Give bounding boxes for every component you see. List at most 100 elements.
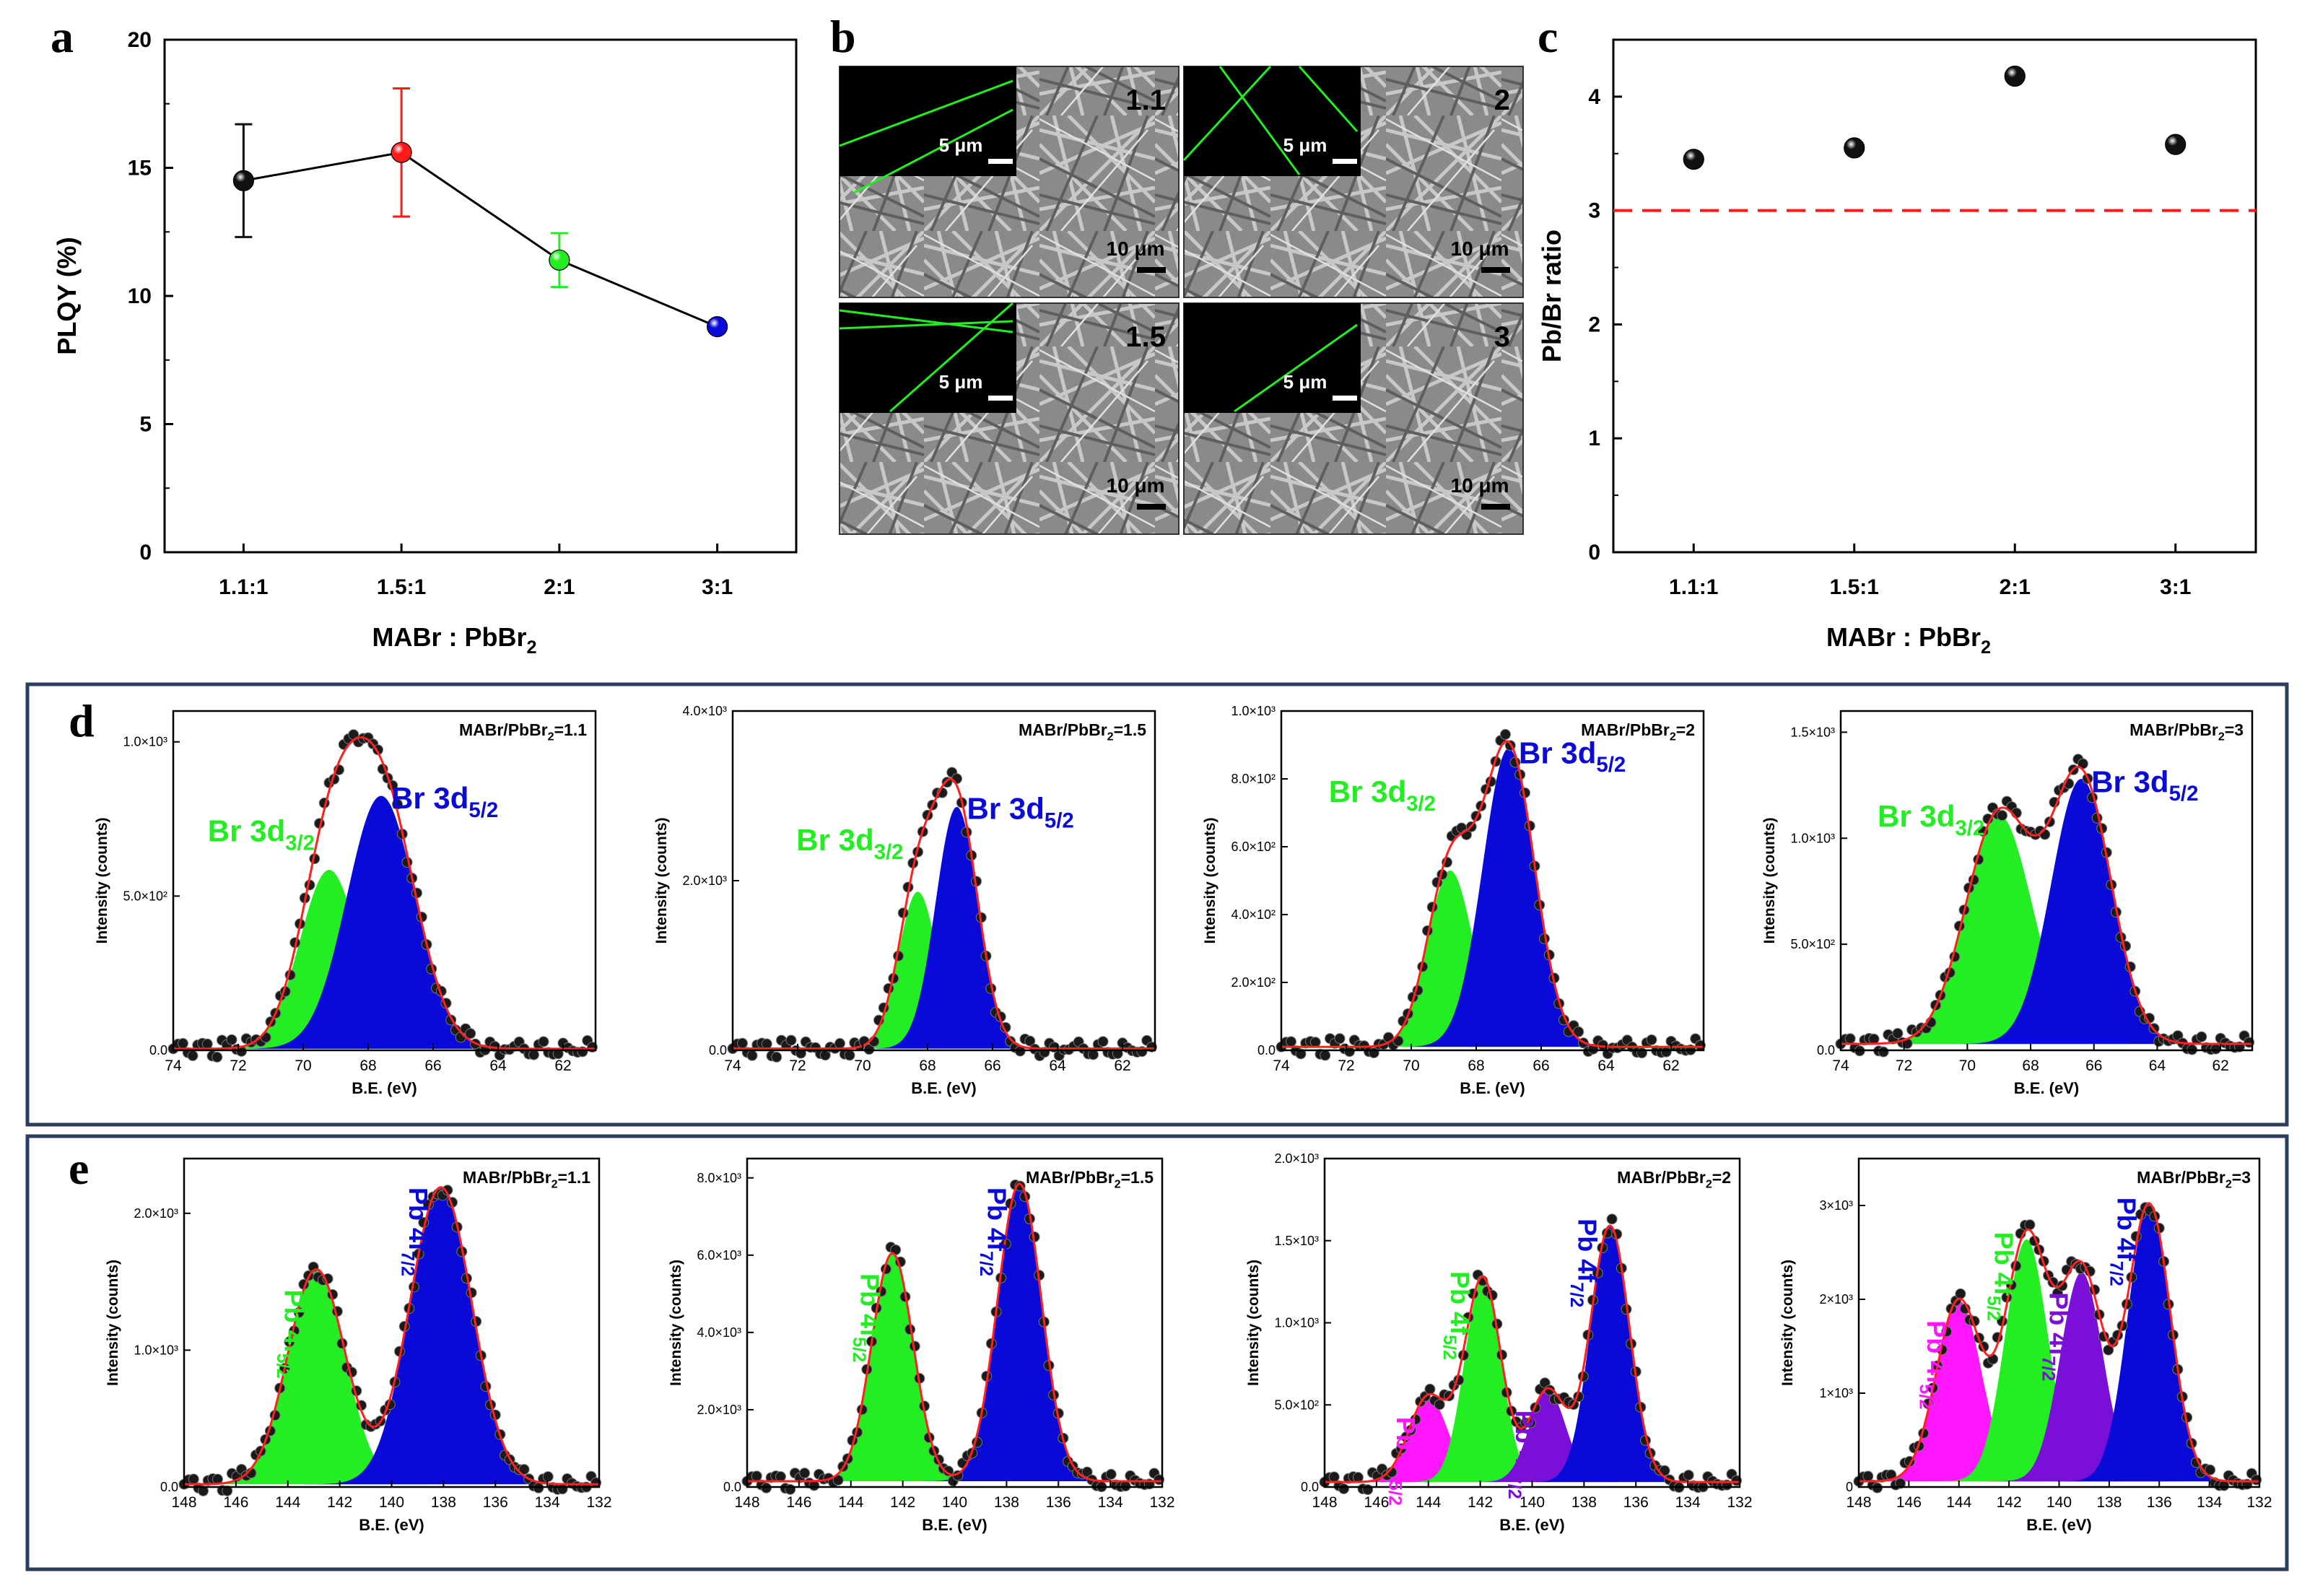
data-point — [737, 1037, 748, 1049]
panel-letter-b: b — [830, 11, 856, 62]
sem-label: 3 — [1494, 321, 1510, 353]
x-tick-label: 148 — [1312, 1494, 1337, 1511]
data-point — [834, 1038, 845, 1050]
data-point — [863, 1044, 875, 1055]
data-point — [1500, 728, 1511, 740]
series-line — [243, 151, 718, 328]
y-tick-label: 2 — [1588, 313, 1600, 336]
x-tick-label: 72 — [1896, 1058, 1912, 1074]
fit-envelope — [1840, 765, 2252, 1045]
sample-annotation-main: MABr/PbBr — [459, 720, 548, 739]
peak-label: Br 3d5/2 — [2091, 764, 2198, 806]
x-tick-label: 1.5:1 — [1830, 575, 1879, 599]
x-axis-title-sub: 2 — [527, 637, 537, 658]
x-tick-label: 66 — [424, 1058, 441, 1074]
peak-label-main: Br 3d — [208, 814, 285, 848]
sample-annotation: MABr/PbBr2=1.5 — [1019, 720, 1146, 743]
y-tick-label: 1.5×10³ — [1790, 725, 1835, 739]
inset-scale-label: 5 μm — [1283, 371, 1327, 393]
main-scale-label: 10 μm — [1451, 237, 1509, 260]
x-tick-label: 68 — [359, 1058, 376, 1074]
x-tick-label: 74 — [1273, 1058, 1290, 1074]
main-scale-bar — [1481, 504, 1510, 510]
y-axis-title: PLQY (%) — [52, 237, 82, 354]
peak-label-sub: 3/2 — [1955, 816, 1984, 840]
peak-label: Br 3d3/2 — [1329, 775, 1436, 816]
sample-annotation-main: MABr/PbBr — [1581, 720, 1670, 739]
peak-label-main: Pb 4f — [1445, 1271, 1475, 1335]
data-point — [1362, 1484, 1374, 1496]
x-tick-label: 68 — [1468, 1058, 1484, 1074]
data-point — [1895, 1478, 1906, 1489]
x-tick-label: 132 — [586, 1494, 611, 1511]
sample-annotation-sub: 2 — [1670, 730, 1676, 743]
fit-envelope — [183, 1186, 600, 1486]
sem-image-1: 1.1 5 μm 10 μm — [839, 66, 1180, 298]
y-tick-label: 6.0×10³ — [697, 1248, 741, 1263]
y-axis-title: Intensity (counts) — [1245, 1260, 1262, 1386]
peak-label: Pb 4f5/2 — [1983, 1232, 2018, 1321]
panel-letter-a: a — [51, 11, 74, 62]
x-tick-label: 1.1:1 — [219, 575, 268, 599]
peak-label-main: Pb 4f — [982, 1187, 1011, 1252]
data-point — [1683, 149, 1704, 170]
main-scale-label: 10 μm — [1451, 474, 1509, 497]
xps-panel-d3: 74 72 70 68 66 64 62 0.0 2.0×10² 4.0×10² 6.0×10² 8.… — [1202, 704, 1706, 1097]
x-tick-label: 138 — [1571, 1494, 1597, 1511]
x-tick-label: 66 — [984, 1058, 1000, 1074]
x-tick-label: 70 — [295, 1058, 311, 1074]
peak-label-main: Br 3d — [1329, 775, 1406, 808]
data-point — [1844, 1033, 1856, 1045]
data-point — [1683, 1470, 1694, 1481]
y-tick-label: 20 — [128, 28, 152, 52]
x-tick-label: 3:1 — [2160, 575, 2191, 599]
data-point — [1868, 1033, 1880, 1045]
sample-annotation: MABr/PbBr2=2 — [1581, 720, 1695, 743]
sample-annotation-rest: =1.5 — [1114, 720, 1147, 739]
data-point — [201, 1038, 213, 1050]
peak-area — [1325, 1226, 1740, 1483]
xps-panel-e1: 148 146 144 142 140 138 136 134 132 0.0 1.0×10³ 2.0… — [105, 1157, 612, 1534]
y-axis-title: Intensity (counts) — [1761, 817, 1778, 943]
x-tick-label: 144 — [275, 1494, 300, 1511]
y-tick-label: 2.0×10³ — [682, 873, 727, 888]
peak-label-sub: 5/2 — [468, 798, 498, 822]
y-tick-label: 6.0×10² — [1231, 840, 1276, 854]
peak-label-main: Pb 4f — [1391, 1417, 1421, 1481]
x-tick-label: 146 — [1896, 1494, 1922, 1511]
y-axis-title: Pb/Br ratio — [1537, 230, 1566, 362]
peak-label: Pb 4f7/2 — [1566, 1218, 1602, 1307]
peak-label-sub: 7/2 — [976, 1251, 996, 1276]
x-tick-label: 74 — [1832, 1058, 1849, 1074]
pb4f-xps-row: 148 146 144 142 140 138 136 134 132 0.0 1.0×10³ 2.0… — [105, 1151, 2272, 1534]
data-point — [1636, 1047, 1647, 1059]
sem-image-2: 2 5 μm 10 μm — [1182, 65, 1524, 298]
green-fiber — [839, 79, 1013, 147]
x-tick-label: 62 — [554, 1058, 571, 1074]
peak-label: Pb 4f5/2 — [273, 1290, 308, 1379]
peak-label-main: Br 3d — [967, 792, 1045, 826]
peak-label-main: Br 3d — [2091, 764, 2168, 798]
data-point — [1081, 1466, 1093, 1478]
data-point — [785, 1483, 796, 1495]
x-tick-label: 134 — [2197, 1494, 2222, 1511]
x-tick-label: 64 — [489, 1058, 507, 1074]
peak-label-sub: 5/2 — [2169, 782, 2199, 806]
sample-annotation-sub: 2 — [551, 1177, 558, 1190]
sample-annotation-rest: =2 — [1712, 1168, 1731, 1187]
data-point — [1024, 1035, 1036, 1047]
y-tick-label: 3 — [1588, 199, 1600, 223]
y-tick-label: 1×10³ — [1819, 1386, 1853, 1400]
x-tick-label: 146 — [1364, 1494, 1389, 1511]
xps-panel-e2: 148 146 144 142 140 138 136 134 132 0.0 2.0×10³ 4.0… — [668, 1157, 1175, 1534]
data-point — [538, 1036, 549, 1047]
peak-label-main: Pb 4f — [2111, 1198, 2141, 1262]
data-point — [707, 316, 728, 338]
x-tick-label: 3:1 — [702, 575, 733, 599]
x-axis-title: B.E. (eV) — [359, 1516, 424, 1534]
sample-annotation-main: MABr/PbBr — [1617, 1168, 1706, 1187]
data-point — [542, 1471, 554, 1483]
peak-label-sub: 3/2 — [874, 840, 904, 864]
data-point — [1328, 1471, 1340, 1483]
xps-panel-e4: 148 146 144 142 140 138 136 134 132 0 1×10³ 2×10³ 3×… — [1779, 1157, 2272, 1534]
